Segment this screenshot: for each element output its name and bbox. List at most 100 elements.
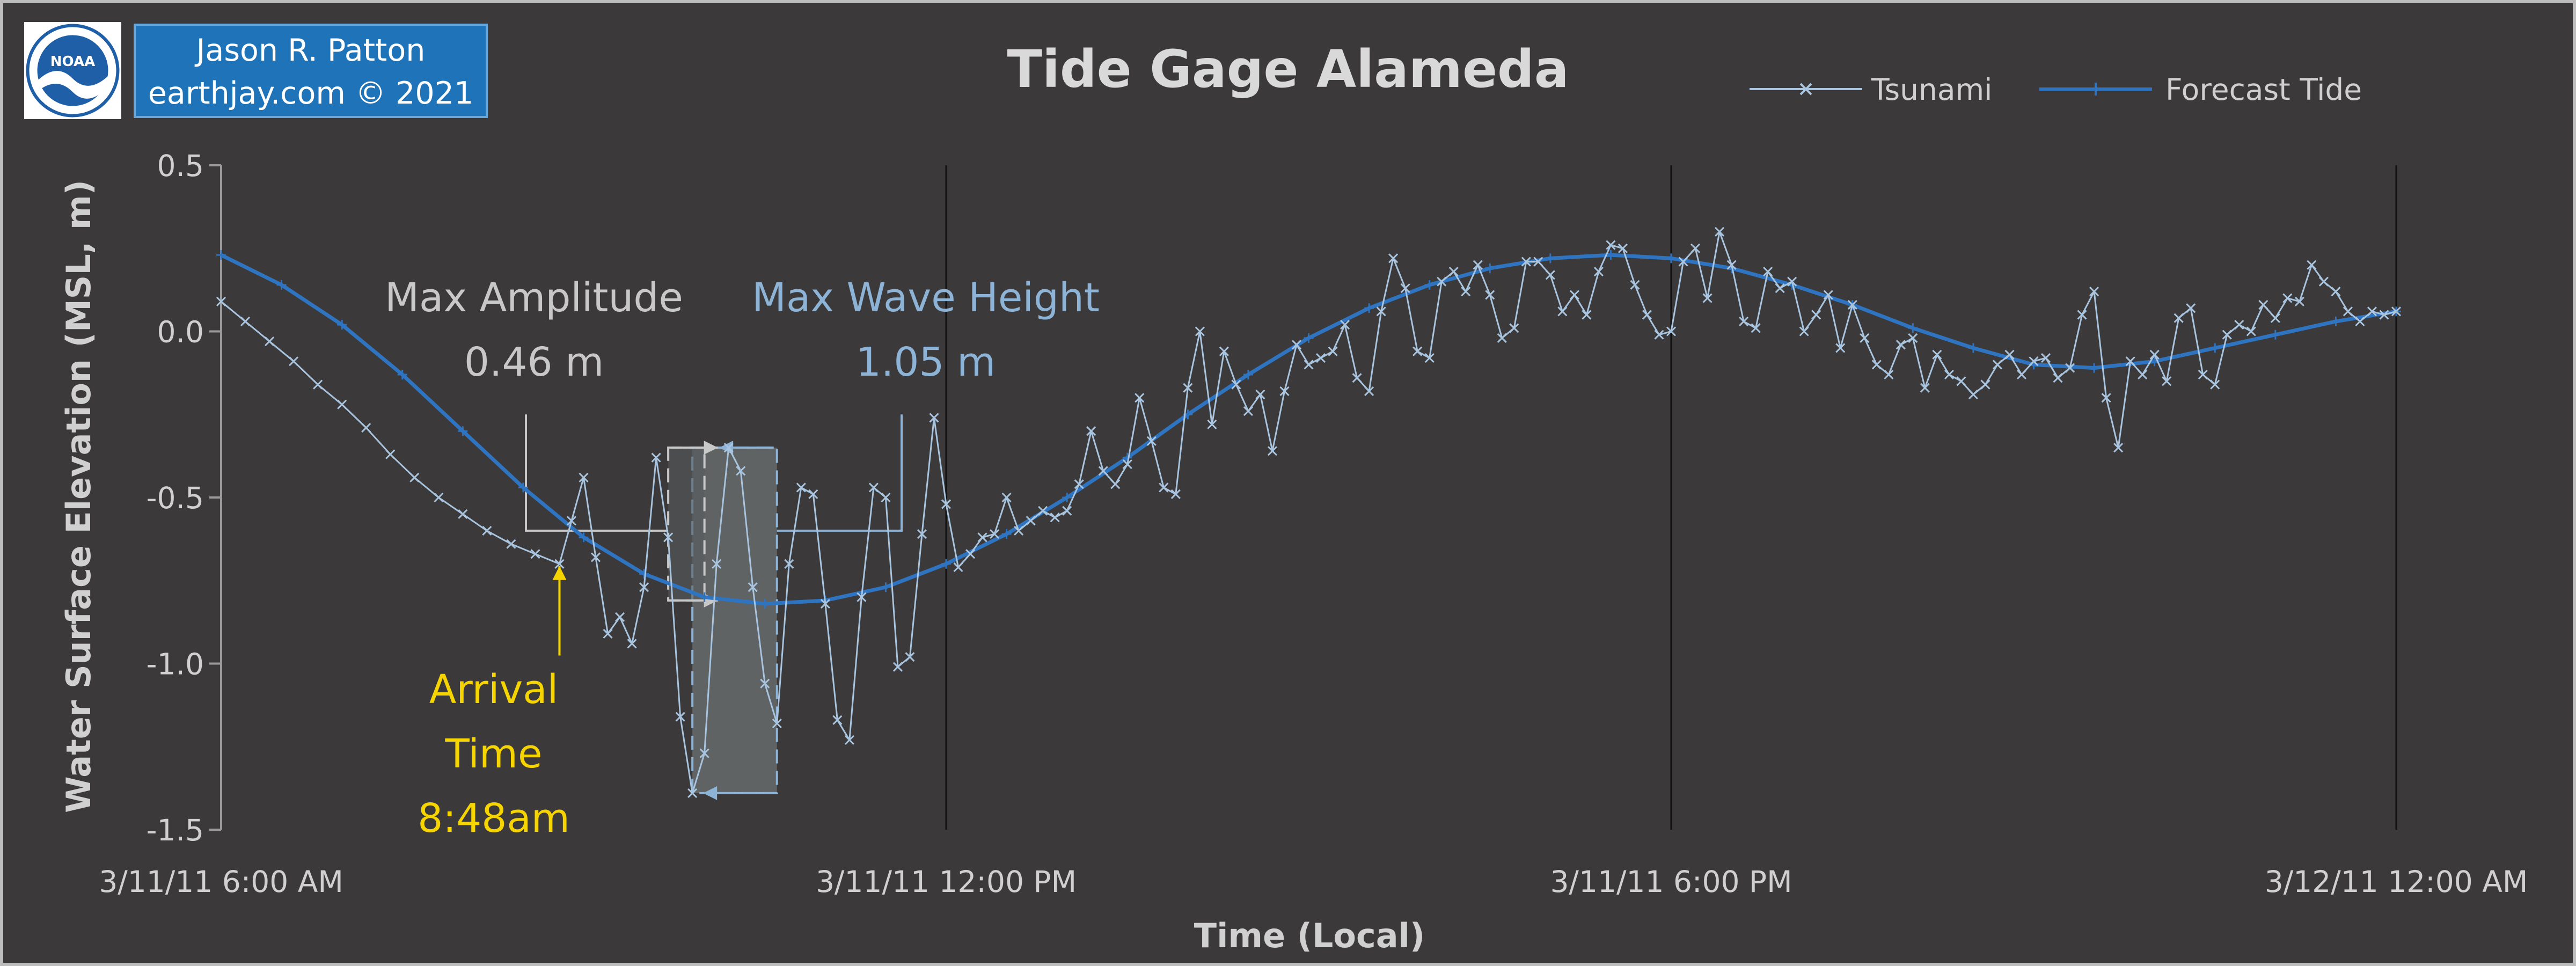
tsunami-marker (1968, 390, 1978, 400)
tsunami-marker (1340, 320, 1350, 330)
tsunami-marker (712, 559, 722, 569)
tsunami-marker (2016, 369, 2027, 380)
tsunami-marker (2053, 373, 2063, 383)
tsunami-marker (603, 628, 613, 639)
tsunami-marker (1739, 316, 1749, 326)
tsunami-marker (1026, 516, 1036, 526)
tsunami-marker (2294, 296, 2304, 306)
y-tick-label: 0.0 (157, 315, 204, 349)
x-tick-label: 3/11/11 12:00 PM (816, 865, 1077, 899)
x-axis-title: Time (Local) (1194, 916, 1425, 955)
forecast-tide-marker (881, 582, 891, 592)
arrival-label-line1: Arrival (429, 667, 558, 713)
max-wave-height-leader (777, 414, 903, 532)
tsunami-marker (1582, 310, 1592, 320)
tsunami-marker (530, 549, 540, 559)
tsunami-marker (1279, 386, 1290, 396)
tsunami-marker (361, 422, 371, 433)
forecast-tide-marker (216, 250, 226, 260)
forecast-tide-marker (1666, 253, 1676, 264)
tsunami-marker (1787, 276, 1797, 287)
x-tick-label: 3/12/11 12:00 AM (2265, 865, 2528, 899)
tsunami-marker (506, 539, 516, 549)
chart-title: Tide Gage Alameda (1007, 39, 1569, 99)
tsunami-marker (2355, 316, 2365, 326)
tsunami-marker (2077, 310, 2087, 320)
tsunami-marker (482, 525, 492, 536)
noaa-logo-icon: NOAA (24, 22, 121, 119)
tsunami-marker (1135, 393, 1145, 403)
tsunami-marker (1690, 243, 1701, 253)
tsunami-marker (808, 489, 818, 499)
tsunami-marker (2089, 287, 2099, 297)
max-amplitude-box (667, 447, 706, 602)
tsunami-marker (1642, 310, 1652, 320)
tsunami-marker (892, 662, 903, 672)
forecast-tide-marker (1606, 250, 1616, 260)
tsunami-marker (1920, 383, 1930, 393)
forecast-tide-marker (1364, 303, 1374, 313)
tsunami-marker (1980, 379, 1990, 390)
tsunami-marker (1328, 346, 1338, 356)
tsunami-marker (760, 678, 770, 689)
tsunami-marker (337, 399, 347, 409)
tsunami-marker (1896, 340, 1906, 350)
tsunami-marker (1678, 257, 1688, 267)
tsunami-marker (1799, 326, 1809, 336)
tsunami-marker (2379, 310, 2389, 320)
max-amplitude-value: 0.46 m (464, 339, 604, 385)
forecast-tide-marker (760, 599, 770, 609)
tsunami-marker (2307, 260, 2317, 270)
tsunami-marker (265, 336, 275, 347)
tsunami-marker (832, 715, 843, 725)
tsunami-marker (2040, 353, 2051, 363)
tsunami-marker (1884, 369, 1894, 380)
tsunami-marker (1545, 270, 1555, 280)
tsunami-marker (1110, 479, 1121, 489)
forecast-tide-marker (276, 280, 287, 290)
forecast-tide-marker (1908, 323, 1918, 333)
tsunami-marker (434, 492, 444, 503)
tsunami-marker (1944, 369, 1954, 380)
arrival-label-line2: Time (444, 731, 542, 777)
x-tick-label: 3/11/11 6:00 PM (1550, 865, 1792, 899)
forecast-tide-marker (941, 559, 951, 569)
tsunami-marker (1847, 299, 1857, 310)
tsunami-marker (216, 296, 226, 306)
tsunami-marker (857, 592, 867, 602)
tsunami-marker (1413, 346, 1423, 356)
tsunami-marker (2198, 369, 2208, 380)
tsunami-marker (1050, 513, 1060, 523)
forecast-tide-marker (639, 569, 649, 579)
tsunami-marker (385, 449, 396, 459)
tsunami-marker (1533, 257, 1543, 267)
tsunami-marker (2391, 306, 2402, 317)
tsunami-marker (1932, 349, 1942, 360)
tsunami-marker (554, 559, 565, 569)
tsunami-marker (1569, 290, 1579, 300)
forecast-tide-marker (1424, 280, 1435, 290)
tsunami-marker (1038, 506, 1048, 516)
tsunami-marker (917, 529, 927, 539)
tsunami-marker (2318, 276, 2329, 287)
tsunami-marker (627, 639, 637, 649)
tsunami-marker (2246, 326, 2256, 336)
tsunami-marker (1231, 379, 1241, 390)
forecast-tide-marker (1062, 493, 1072, 502)
tsunami-marker (458, 509, 468, 519)
tsunami-marker (1183, 383, 1193, 393)
tsunami-marker (1860, 333, 1870, 343)
credit-box: Jason R. Patton earthjay.com © 2021 (134, 24, 488, 118)
tsunami-marker (699, 748, 709, 758)
tsunami-marker (1715, 226, 1725, 237)
max-amplitude-label: Max Amplitude (385, 275, 683, 321)
tsunami-marker (663, 532, 674, 543)
tsunami-marker (1485, 290, 1495, 300)
forecast-tide-marker (1968, 343, 1978, 353)
forecast-tide-marker (397, 369, 407, 379)
tsunami-marker (2174, 313, 2184, 323)
tsunami-marker (1291, 340, 1302, 350)
tsunami-marker (1098, 466, 1108, 476)
tsunami-marker (1956, 376, 1966, 386)
forecast-tide-marker (1304, 333, 1314, 343)
